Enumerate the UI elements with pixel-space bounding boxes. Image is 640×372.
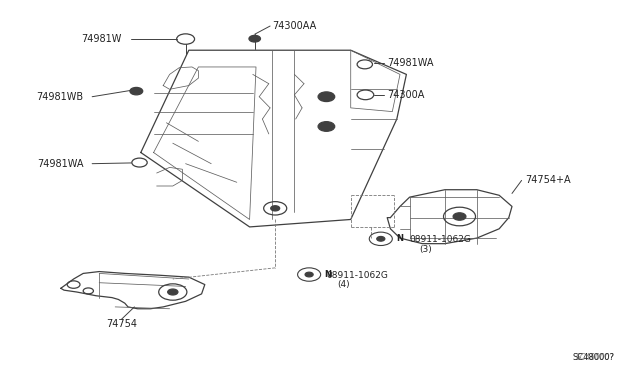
Text: 74981WB: 74981WB: [36, 92, 83, 102]
Text: SC48000?: SC48000?: [572, 353, 614, 362]
Text: 08911-1062G: 08911-1062G: [410, 235, 472, 244]
Text: 74754: 74754: [106, 319, 137, 328]
Circle shape: [453, 213, 466, 220]
Text: (4): (4): [337, 280, 350, 289]
Text: N: N: [324, 270, 331, 279]
Text: 74981WA: 74981WA: [36, 159, 83, 169]
Text: (3): (3): [419, 245, 432, 254]
Text: 74300AA: 74300AA: [272, 21, 316, 31]
Circle shape: [130, 87, 143, 95]
Circle shape: [377, 237, 385, 241]
Text: 74981WA: 74981WA: [387, 58, 434, 68]
Circle shape: [271, 206, 280, 211]
Text: 74754+A: 74754+A: [525, 176, 570, 185]
Circle shape: [305, 272, 313, 277]
Text: N: N: [396, 234, 403, 243]
Circle shape: [318, 92, 335, 102]
Text: SC48000?: SC48000?: [576, 353, 614, 362]
Text: 74300A: 74300A: [387, 90, 424, 100]
Circle shape: [168, 289, 178, 295]
Circle shape: [249, 35, 260, 42]
Circle shape: [318, 122, 335, 131]
Text: 74981W: 74981W: [81, 34, 122, 44]
Text: 08911-1062G: 08911-1062G: [326, 271, 388, 280]
